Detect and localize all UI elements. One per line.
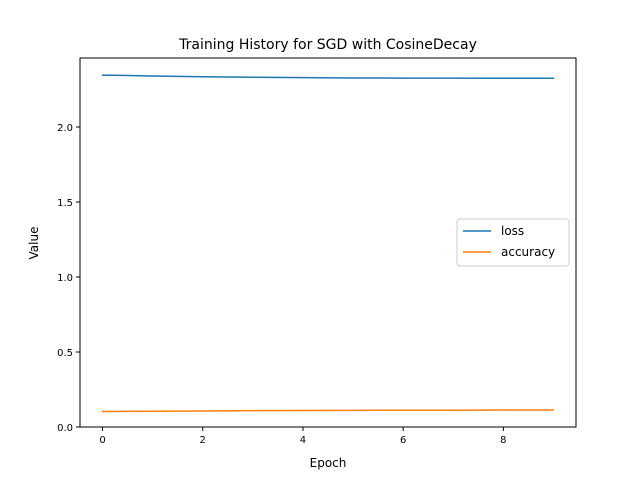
plot-frame — [79, 57, 577, 428]
x-tick-label: 2 — [200, 435, 206, 446]
x-axis-label: Epoch — [310, 456, 347, 470]
chart-title: Training History for SGD with CosineDeca… — [178, 37, 477, 53]
x-tick-label: 0 — [99, 435, 105, 446]
series-line-loss — [101, 74, 555, 79]
x-axis-ticks: 0 2 4 6 8 — [99, 427, 507, 446]
y-tick-label: 1.0 — [57, 273, 73, 284]
y-tick-label: 1.5 — [57, 198, 73, 209]
series-layer — [101, 74, 555, 413]
y-tick-label: 2.0 — [57, 123, 73, 134]
y-axis-label: Value — [27, 227, 41, 260]
legend-label-accuracy: accuracy — [501, 245, 555, 259]
y-tick-label: 0.5 — [57, 348, 73, 359]
y-tick-label: 0.0 — [57, 423, 73, 434]
series-line-accuracy — [101, 409, 555, 413]
legend-label-loss: loss — [501, 224, 524, 238]
legend: loss accuracy — [456, 218, 570, 267]
y-axis-ticks: 0.0 0.5 1.0 1.5 2.0 — [57, 123, 80, 434]
x-tick-label: 6 — [400, 435, 406, 446]
x-tick-label: 4 — [300, 435, 306, 446]
x-tick-label: 8 — [500, 435, 506, 446]
